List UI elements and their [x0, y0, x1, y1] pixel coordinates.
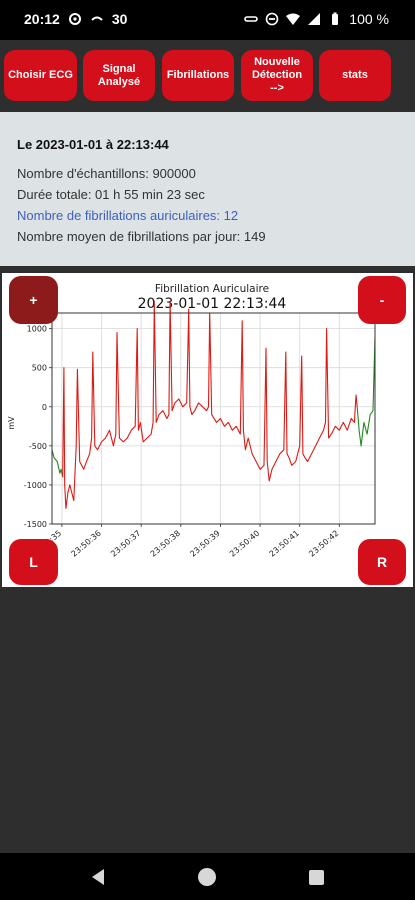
status-bar: 20:12 30 100 % — [0, 0, 415, 40]
analyzed-signal-button[interactable]: Signal Analysé — [83, 50, 155, 101]
new-detection-button[interactable]: Nouvelle Détection --> — [241, 50, 313, 101]
recording-date: Le 2023-01-01 à 22:13:44 — [17, 137, 169, 152]
scroll-left-button[interactable]: L — [9, 539, 58, 585]
fibrillations-button[interactable]: Fibrillations — [162, 50, 234, 101]
x-tick-label: 23:50:38 — [149, 529, 182, 559]
info-panel: Le 2023-01-01 à 22:13:44 Nombre d'échant… — [0, 112, 415, 266]
battery-level: 100 % — [349, 11, 389, 27]
home-icon[interactable] — [198, 868, 216, 886]
link-icon — [91, 16, 103, 21]
chart-y-axis-label: mV — [7, 416, 16, 430]
chart-subtitle: 2023-01-01 22:13:44 — [138, 296, 287, 312]
y-tick-label: 500 — [32, 364, 47, 373]
y-tick-label: 1000 — [27, 325, 47, 334]
wifi-icon — [286, 13, 301, 25]
x-tick-label: 23:50:40 — [228, 529, 261, 559]
vpn-key-icon — [244, 16, 259, 22]
scroll-right-button[interactable]: R — [358, 539, 406, 585]
navigation-bar — [0, 853, 415, 900]
zoom-in-button[interactable]: + — [9, 276, 58, 324]
empty-area — [0, 587, 415, 853]
y-tick-label: -1500 — [24, 520, 47, 529]
y-tick-label: 0 — [42, 403, 47, 412]
ecg-series-line — [51, 449, 64, 478]
chart-grid — [52, 313, 375, 525]
android-debug-icon — [68, 13, 81, 25]
average-per-day: Nombre moyen de fibrillations par jour: … — [17, 229, 266, 244]
signal-icon — [308, 13, 321, 25]
x-tick-label: 23:50:42 — [307, 529, 340, 559]
y-tick-label: -1000 — [24, 481, 47, 490]
ecg-series-line — [62, 300, 358, 509]
sample-count: Nombre d'échantillons: 900000 — [17, 166, 196, 181]
choose-ecg-button[interactable]: Choisir ECG — [4, 50, 77, 101]
fibrillation-count-link[interactable]: Nombre de fibrillations auriculaires: 12 — [17, 208, 239, 223]
x-tick-label: 23:50:41 — [268, 529, 301, 559]
y-tick-label: -500 — [29, 442, 47, 451]
battery-icon — [332, 12, 339, 25]
separator — [0, 266, 415, 273]
ecg-series-line — [356, 336, 376, 447]
plot-frame — [51, 312, 376, 525]
stats-button[interactable]: stats — [319, 50, 391, 101]
toolbar: Choisir ECG Signal Analysé Fibrillations… — [0, 40, 415, 112]
chart-title: Fibrillation Auriculaire — [155, 283, 269, 295]
zoom-out-button[interactable]: - — [358, 276, 406, 324]
chart-series-group — [51, 300, 376, 509]
clock: 20:12 — [24, 11, 60, 27]
ecg-chart[interactable]: Fibrillation Auriculaire 2023-01-01 22:1… — [2, 273, 413, 587]
notification-badge: 30 — [111, 11, 128, 27]
ecg-chart-card: Fibrillation Auriculaire 2023-01-01 22:1… — [2, 273, 413, 587]
x-tick-label: 23:50:37 — [109, 529, 142, 559]
do-not-disturb-icon — [265, 12, 279, 26]
back-icon[interactable] — [92, 869, 104, 885]
total-duration: Durée totale: 01 h 55 min 23 sec — [17, 187, 205, 202]
x-tick-label: 23:50:36 — [70, 529, 103, 559]
x-tick-label: 23:50:39 — [188, 529, 221, 559]
recent-apps-icon[interactable] — [309, 870, 324, 885]
